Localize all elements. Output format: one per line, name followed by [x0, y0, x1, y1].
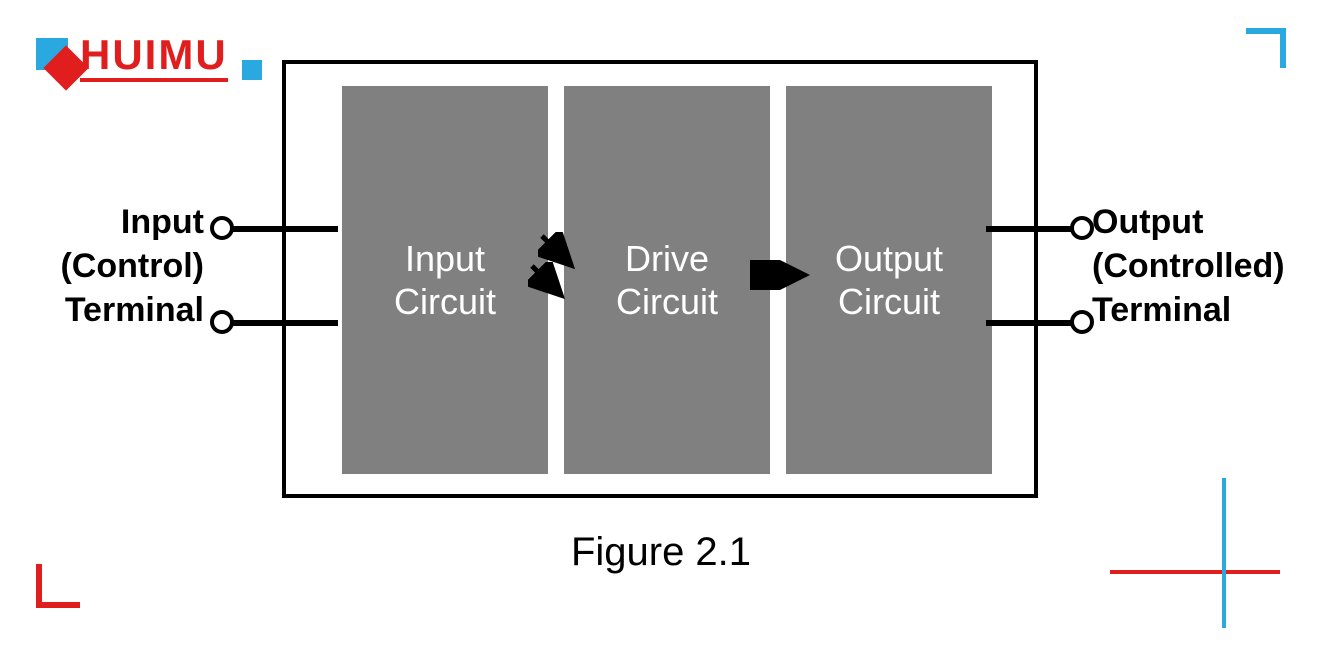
label-line: (Controlled) [1092, 244, 1285, 288]
input-wire-top [230, 226, 338, 232]
block-label-line2: Circuit [616, 280, 718, 323]
input-terminal-bottom [210, 310, 234, 334]
label-line: Output [1092, 200, 1285, 244]
block-output-circuit: Output Circuit [786, 86, 992, 474]
block-diagram: Input Circuit Drive Circuit Output Circu… [0, 60, 1322, 570]
output-terminal-label: Output (Controlled) Terminal [1092, 200, 1285, 333]
block-label-line1: Drive [625, 237, 709, 280]
input-terminal-top [210, 216, 234, 240]
figure-caption: Figure 2.1 [0, 530, 1322, 575]
block-label-line1: Input [405, 237, 485, 280]
block-drive-circuit: Drive Circuit [564, 86, 770, 474]
label-line: (Control) [28, 244, 204, 288]
output-wire-bottom [986, 320, 1080, 326]
block-label-line2: Circuit [394, 280, 496, 323]
output-wire-top [986, 226, 1080, 232]
input-terminal-label: Input (Control) Terminal [28, 200, 204, 333]
output-terminal-top [1070, 216, 1094, 240]
output-terminal-bottom [1070, 310, 1094, 334]
block-input-circuit: Input Circuit [342, 86, 548, 474]
label-line: Terminal [1092, 288, 1285, 332]
input-wire-bottom [230, 320, 338, 326]
opto-arrow-2 [528, 262, 568, 302]
label-line: Terminal [28, 288, 204, 332]
drive-to-output-arrow [750, 260, 810, 290]
block-label-line2: Circuit [838, 280, 940, 323]
label-line: Input [28, 200, 204, 244]
diagram-outer-box: Input Circuit Drive Circuit Output Circu… [282, 60, 1038, 498]
block-label-line1: Output [835, 237, 943, 280]
